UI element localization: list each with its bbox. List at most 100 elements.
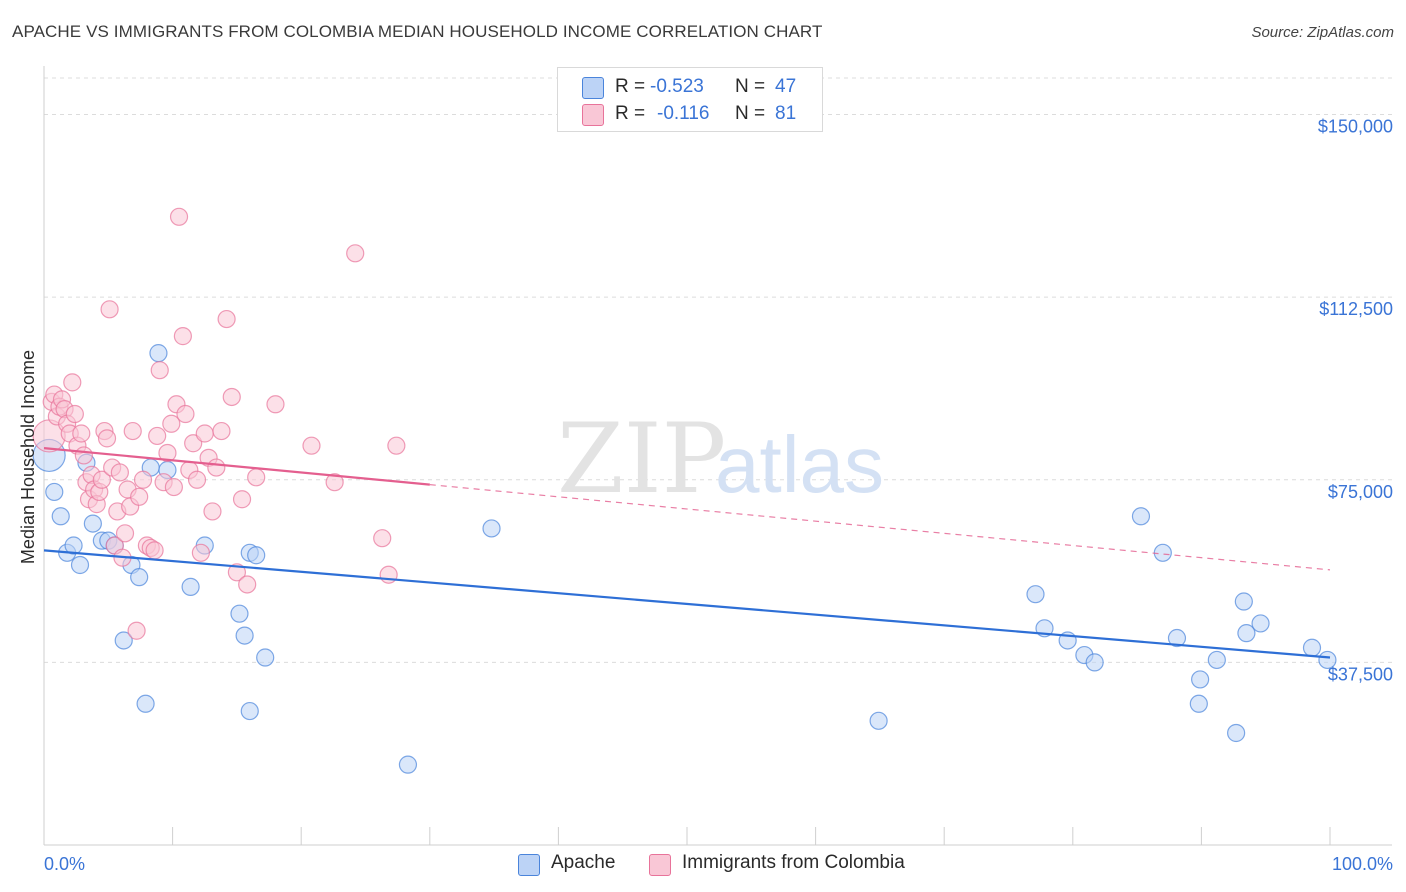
x-tick-label: 100.0% — [1332, 854, 1393, 874]
colombia-point — [115, 524, 135, 543]
apache-legend-label: Apache — [551, 852, 616, 873]
apache-point — [1227, 723, 1246, 743]
apache-point — [1026, 585, 1045, 604]
colombia-point — [127, 621, 146, 640]
colombia-point — [169, 207, 189, 226]
colombia-point — [232, 490, 252, 509]
watermark-atlas: atlas — [715, 420, 884, 509]
colombia-point — [217, 309, 236, 329]
colombia-point — [65, 404, 84, 424]
apache-point — [1234, 592, 1253, 611]
y-axis-title: Median Household Income — [18, 350, 38, 564]
stats-legend: R = -0.523 N = 47 R = -0.116 N = 81 — [557, 67, 823, 132]
y-tick-label: $37,500 — [1328, 664, 1393, 684]
axis-labels: $37,500 $75,000 $112,500 $150,000 0.0% 100.0%… — [18, 117, 1393, 874]
colombia-point — [203, 502, 222, 521]
colombia-point — [238, 575, 257, 594]
colombia-point — [148, 426, 167, 446]
colombia-point — [164, 477, 183, 497]
apache-n-label: N = — [735, 76, 766, 97]
y-tick-label: $75,000 — [1328, 482, 1393, 502]
colombia-point — [187, 470, 207, 489]
apache-point — [45, 482, 64, 502]
colombia-swatch — [582, 104, 604, 126]
apache-point — [83, 514, 102, 533]
colombia-point — [302, 436, 321, 455]
colombia-point — [325, 473, 344, 492]
x-tick-label: 0.0% — [44, 854, 85, 874]
apache-point — [130, 568, 149, 587]
colombia-point — [191, 543, 210, 562]
data-points — [32, 207, 1337, 774]
watermark: ZIP atlas — [557, 403, 884, 515]
apache-point — [1153, 543, 1172, 562]
colombia-point — [72, 424, 91, 443]
colombia-point — [92, 470, 111, 489]
apache-point — [1237, 624, 1256, 643]
apache-point — [230, 604, 249, 623]
apache-point — [181, 577, 200, 596]
colombia-point — [100, 300, 119, 319]
source-label: Source: ZipAtlas.com — [1251, 24, 1394, 41]
apache-point — [1191, 670, 1210, 689]
colombia-point — [266, 395, 285, 414]
apache-point — [64, 536, 83, 555]
trend-lines — [43, 447, 1331, 659]
y-tick-label: $150,000 — [1318, 117, 1393, 137]
apache-point — [398, 755, 418, 774]
apache-point — [149, 344, 168, 363]
colombia-point — [207, 458, 226, 477]
apache-point — [482, 519, 501, 538]
apache-point — [1167, 628, 1187, 648]
colombia-r-value: -0.116 — [657, 103, 710, 124]
apache-r-value: -0.523 — [650, 76, 704, 97]
colombia-legend-label: Immigrants from Colombia — [682, 852, 905, 873]
colombia-point — [74, 446, 93, 465]
apache-point — [114, 631, 133, 650]
apache-point — [1131, 507, 1151, 526]
apache-r-label: R = — [615, 76, 646, 97]
colombia-point — [176, 404, 195, 424]
apache-point — [247, 546, 266, 565]
colombia-point — [195, 424, 214, 443]
colombia-point — [110, 463, 129, 482]
apache-point — [51, 507, 70, 526]
colombia-point — [373, 529, 392, 548]
apache-point — [136, 694, 155, 713]
colombia-point — [158, 443, 177, 463]
colombia-point — [162, 414, 181, 433]
apache-legend-swatch — [518, 854, 540, 876]
colombia-point — [130, 487, 149, 506]
chart-title: APACHE VS IMMIGRANTS FROM COLOMBIA MEDIA… — [12, 22, 823, 41]
apache-point — [1085, 653, 1104, 672]
apache-point — [256, 648, 275, 667]
colombia-trend-line — [43, 447, 430, 486]
colombia-r-label: R = — [615, 103, 646, 124]
apache-point — [1302, 638, 1322, 657]
apache-n-value: 47 — [775, 76, 797, 97]
apache-point — [1189, 694, 1208, 713]
colombia-legend-swatch — [649, 854, 671, 876]
colombia-n-value: 81 — [775, 103, 797, 124]
apache-point — [1318, 650, 1337, 670]
y-tick-label: $112,500 — [1319, 299, 1393, 319]
colombia-point — [173, 327, 192, 346]
apache-point — [869, 711, 888, 730]
colombia-point — [184, 434, 203, 453]
colombia-point — [247, 468, 266, 487]
colombia-point — [346, 244, 365, 263]
apache-point — [1207, 650, 1226, 670]
apache-point — [70, 555, 90, 575]
colombia-point — [150, 361, 169, 380]
colombia-point — [145, 541, 164, 560]
colombia-trend-extension — [429, 484, 1331, 571]
colombia-point — [227, 563, 246, 582]
colombia-point — [63, 373, 82, 392]
grid-lines — [44, 77, 1392, 663]
colombia-point — [387, 436, 406, 455]
colombia-point — [123, 421, 142, 441]
colombia-point — [97, 429, 117, 448]
colombia-point — [212, 421, 231, 441]
colombia-point — [133, 470, 153, 489]
